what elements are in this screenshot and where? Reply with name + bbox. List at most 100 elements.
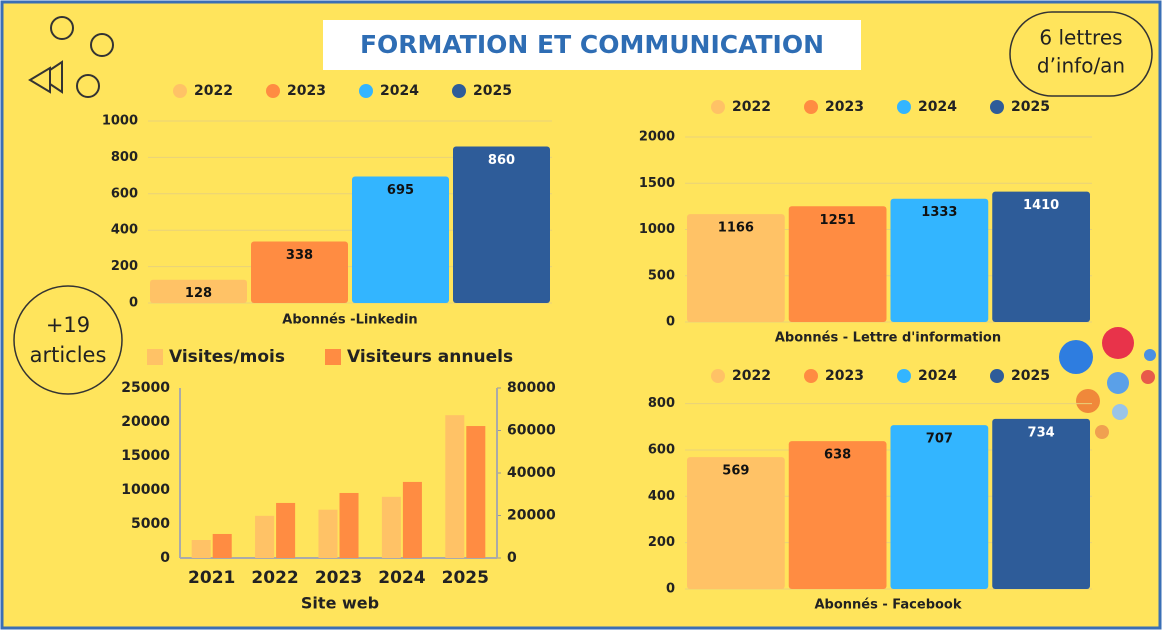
data-label: 1333	[921, 205, 957, 220]
y-tick-label: 800	[648, 396, 675, 411]
y2-tick-label: 0	[507, 550, 517, 566]
legend-marker	[711, 100, 725, 114]
y-tick-label: 500	[648, 268, 675, 283]
y-tick-label: 0	[666, 582, 675, 597]
y-tick-label: 1000	[102, 114, 138, 129]
legend-marker	[325, 349, 341, 365]
bar	[339, 492, 359, 558]
bar	[191, 539, 211, 558]
x-tick-label: 2021	[188, 568, 235, 588]
x-axis-label: Abonnés - Facebook	[814, 598, 961, 613]
data-label: 695	[387, 183, 414, 198]
bar	[212, 533, 232, 558]
y-tick-label: 25000	[121, 380, 170, 396]
y-tick-label: 400	[111, 223, 138, 238]
data-label: 734	[1028, 425, 1055, 440]
data-label: 338	[286, 248, 313, 263]
legend-marker	[359, 84, 373, 98]
legend-marker	[804, 100, 818, 114]
y-tick-label: 2000	[639, 130, 675, 145]
legend-marker	[897, 369, 911, 383]
legend-label: 2025	[1011, 368, 1050, 384]
x-axis-label: Site web	[301, 594, 379, 613]
y-tick-label: 10000	[121, 482, 170, 498]
y-tick-label: 600	[111, 186, 138, 201]
x-axis-label: Abonnés -Linkedin	[282, 313, 417, 328]
legend-label: 2024	[918, 99, 957, 115]
y2-tick-label: 40000	[507, 465, 556, 481]
bar	[890, 198, 989, 322]
y-tick-label: 20000	[121, 414, 170, 430]
y-tick-label: 5000	[131, 516, 170, 532]
bar	[276, 502, 296, 558]
legend-marker	[173, 84, 187, 98]
legend-marker	[990, 369, 1004, 383]
bar	[150, 279, 247, 303]
badge-frame	[1009, 11, 1153, 97]
legend-marker	[990, 100, 1004, 114]
badge-frame	[13, 285, 123, 395]
title-box	[323, 20, 861, 70]
bar	[352, 176, 449, 303]
people-icon	[28, 16, 114, 98]
bar	[992, 191, 1090, 322]
y2-tick-label: 80000	[507, 380, 556, 396]
legend-marker	[711, 369, 725, 383]
data-label: 1166	[718, 221, 754, 236]
y-tick-label: 200	[111, 259, 138, 274]
data-label: 1410	[1023, 198, 1059, 213]
legend-label: 2022	[194, 83, 233, 99]
legend-marker	[897, 100, 911, 114]
legend-label: 2025	[473, 83, 512, 99]
y-tick-label: 400	[648, 489, 675, 504]
data-label: 1251	[820, 213, 856, 228]
bar	[445, 415, 465, 558]
x-tick-label: 2025	[442, 568, 489, 588]
y-tick-label: 0	[666, 315, 675, 330]
legend-label: 2024	[918, 368, 957, 384]
bar	[788, 206, 887, 322]
legend-marker	[804, 369, 818, 383]
badge-text: articles	[30, 343, 107, 367]
x-tick-label: 2022	[251, 568, 298, 588]
bar	[992, 418, 1090, 589]
legend-label: Visites/mois	[169, 347, 285, 367]
x-tick-label: 2023	[315, 568, 362, 588]
bar	[251, 241, 348, 303]
badge-text: +19	[46, 313, 90, 337]
y2-tick-label: 20000	[507, 508, 556, 524]
legend-label: 2023	[825, 368, 864, 384]
legend-label: 2023	[825, 99, 864, 115]
bar	[687, 457, 785, 589]
bar	[402, 481, 422, 558]
y-tick-label: 15000	[121, 448, 170, 464]
legend-label: 2022	[732, 99, 771, 115]
legend-label: 2025	[1011, 99, 1050, 115]
social-icons	[1059, 327, 1156, 439]
legend-label: 2024	[380, 83, 419, 99]
x-axis-label: Abonnés - Lettre d'information	[775, 331, 1001, 346]
y-tick-label: 0	[129, 296, 138, 311]
legend-marker	[452, 84, 466, 98]
data-label: 860	[488, 153, 515, 168]
bar	[453, 146, 550, 303]
y-tick-label: 800	[111, 150, 138, 165]
y-tick-label: 0	[160, 550, 170, 566]
legend-label: Visiteurs annuels	[347, 347, 513, 367]
bar	[788, 441, 887, 589]
bar	[381, 496, 401, 558]
data-label: 707	[926, 432, 953, 447]
y-tick-label: 600	[648, 442, 675, 457]
y-tick-label: 200	[648, 535, 675, 550]
legend-label: 2022	[732, 368, 771, 384]
data-label: 128	[185, 286, 212, 301]
y-tick-label: 1500	[639, 176, 675, 191]
y2-tick-label: 60000	[507, 423, 556, 439]
data-label: 569	[722, 464, 749, 479]
bar	[687, 214, 785, 322]
badge-text: d’info/an	[1037, 54, 1125, 78]
bar	[890, 425, 989, 589]
data-label: 638	[824, 448, 851, 463]
legend-marker	[266, 84, 280, 98]
